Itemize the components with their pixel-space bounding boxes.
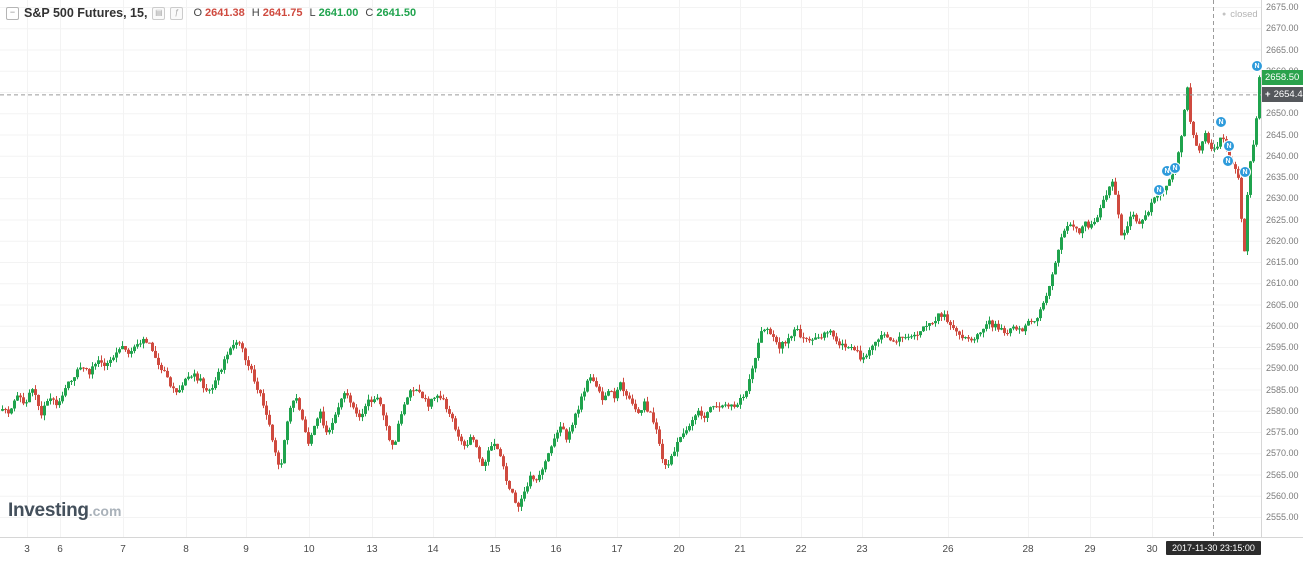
reference-lines-layer: [0, 0, 1261, 537]
reference-price-value: 2654.44: [1273, 89, 1303, 101]
collapse-legend-icon[interactable]: −: [6, 6, 19, 20]
time-tick-label: 6: [57, 544, 63, 555]
chart-plot-area[interactable]: − S&P 500 Futures, 15, ▤ ƒ O 2641.38 H 264…: [0, 0, 1263, 537]
price-tick-label: 2600.00: [1266, 320, 1299, 331]
status-label: closed: [1230, 9, 1258, 20]
price-tick-label: 2570.00: [1266, 448, 1299, 459]
close-value: 2641.50: [376, 7, 417, 19]
time-tick-label: 17: [611, 544, 623, 555]
ohlc-readout: O 2641.38 H 2641.75 L 2641.00 C 2641.50: [193, 7, 416, 19]
price-tick-label: 2645.00: [1266, 129, 1299, 140]
price-tick-label: 2670.00: [1266, 23, 1299, 34]
news-event-marker-icon[interactable]: N: [1251, 60, 1263, 72]
price-tick-label: 2635.00: [1266, 172, 1299, 183]
price-tick-label: 2630.00: [1266, 193, 1299, 204]
time-tick-label: 28: [1022, 544, 1034, 555]
crosshair-timestamp-badge: 2017-11-30 23:15:00: [1166, 541, 1261, 555]
price-tick-label: 2620.00: [1266, 235, 1299, 246]
price-tick-label: 2590.00: [1266, 363, 1299, 374]
legend: − S&P 500 Futures, 15, ▤ ƒ O 2641.38 H 264…: [6, 6, 416, 20]
logo-brand-text: Investing: [8, 500, 89, 521]
time-tick-label: 22: [795, 544, 807, 555]
reference-price-badge: + 2654.44: [1262, 87, 1303, 103]
time-tick-label: 7: [120, 544, 126, 555]
news-event-marker-icon[interactable]: N: [1153, 184, 1165, 196]
time-axis[interactable]: 30 29 28 26 23 22 21 20 17 16 15 14 13 10 9 8 7 6 3 2017-1…: [0, 537, 1303, 561]
price-tick-label: 2580.00: [1266, 405, 1299, 416]
time-tick-label: 13: [366, 544, 378, 555]
time-tick-label: 26: [942, 544, 954, 555]
price-tick-label: 2605.00: [1266, 299, 1299, 310]
time-tick-label: 3: [24, 544, 30, 555]
news-event-marker-icon[interactable]: N: [1222, 155, 1234, 167]
status-dot-icon: ●: [1222, 11, 1227, 18]
high-value: 2641.75: [262, 7, 303, 19]
time-tick-label: 21: [734, 544, 746, 555]
open-label: O: [193, 7, 202, 19]
time-tick-label: 14: [427, 544, 439, 555]
news-event-marker-icon[interactable]: N: [1239, 166, 1251, 178]
price-tick-label: 2595.00: [1266, 342, 1299, 353]
price-axis[interactable]: 2675.002670.002665.002660.002655.002650.…: [1261, 0, 1303, 537]
add-alert-plus-icon[interactable]: +: [1265, 89, 1271, 101]
price-tick-label: 2650.00: [1266, 108, 1299, 119]
candlestick-chart: [0, 0, 1261, 537]
last-price-badge: 2658.50: [1262, 70, 1303, 86]
market-status-badge: ● closed: [1222, 9, 1258, 20]
price-tick-label: 2575.00: [1266, 427, 1299, 438]
candles-layer: [1, 75, 1261, 512]
price-tick-label: 2555.00: [1266, 512, 1299, 523]
open-value: 2641.38: [205, 7, 245, 19]
logo-tld-text: .com: [88, 503, 122, 519]
close-label: C: [365, 7, 374, 19]
price-tick-label: 2585.00: [1266, 384, 1299, 395]
time-tick-label: 23: [856, 544, 868, 555]
time-tick-label: 16: [550, 544, 562, 555]
price-tick-label: 2610.00: [1266, 278, 1299, 289]
price-tick-label: 2640.00: [1266, 150, 1299, 161]
price-tick-label: 2665.00: [1266, 44, 1299, 55]
news-event-marker-icon[interactable]: N: [1169, 162, 1181, 174]
price-tick-label: 2565.00: [1266, 469, 1299, 480]
chart-style-icon[interactable]: ▤: [152, 6, 166, 20]
low-value: 2641.00: [318, 7, 359, 19]
grid-layer: [0, 0, 1261, 537]
time-tick-label: 10: [303, 544, 315, 555]
low-label: L: [309, 7, 316, 19]
price-tick-label: 2615.00: [1266, 257, 1299, 268]
time-tick-label: 15: [489, 544, 501, 555]
time-tick-label: 9: [243, 544, 249, 555]
high-label: H: [251, 7, 260, 19]
price-tick-label: 2675.00: [1266, 2, 1299, 12]
indicators-icon[interactable]: ƒ: [170, 6, 184, 20]
news-event-marker-icon[interactable]: N: [1215, 116, 1227, 128]
investing-logo[interactable]: Investing.com: [8, 500, 121, 522]
price-tick-label: 2625.00: [1266, 214, 1299, 225]
symbol-title[interactable]: S&P 500 Futures, 15,: [24, 6, 148, 20]
time-tick-label: 8: [183, 544, 189, 555]
time-tick-label: 30: [1146, 544, 1158, 555]
news-event-marker-icon[interactable]: N: [1223, 140, 1235, 152]
price-tick-label: 2560.00: [1266, 490, 1299, 501]
time-tick-label: 20: [673, 544, 685, 555]
time-tick-label: 29: [1084, 544, 1096, 555]
